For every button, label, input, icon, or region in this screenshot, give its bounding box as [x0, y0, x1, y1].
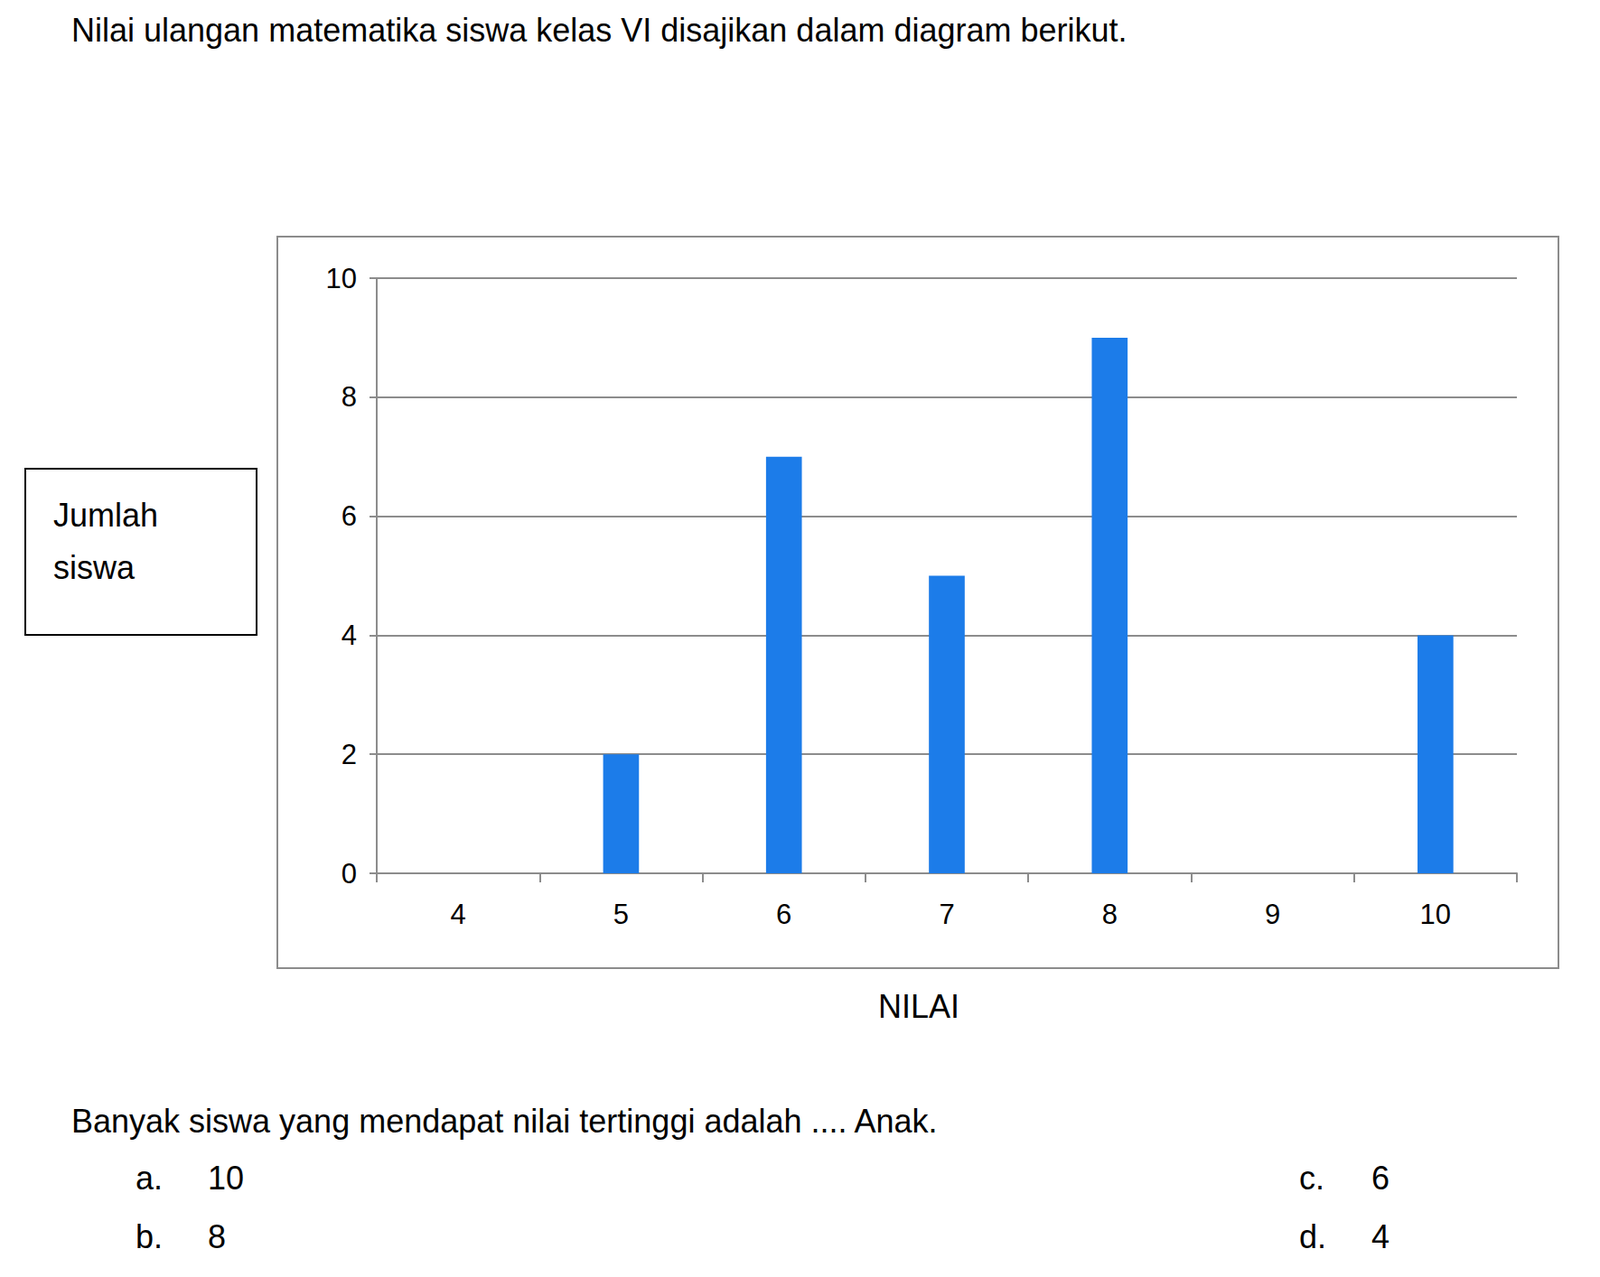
- html-text:4: 4: [1371, 1218, 1390, 1256]
- html-text:siswa: siswa: [53, 548, 135, 586]
- html-text:a.: a.: [135, 1160, 163, 1198]
- svg-text:8: 8: [1102, 898, 1118, 931]
- svg-text:8: 8: [341, 381, 357, 413]
- html-text:d.: d.: [1299, 1218, 1327, 1256]
- html-text:8: 8: [207, 1218, 226, 1256]
- html-text:b.: b.: [135, 1218, 163, 1256]
- svg-text:9: 9: [1264, 898, 1281, 931]
- svg-text:6: 6: [776, 898, 792, 931]
- svg-text:4: 4: [341, 619, 357, 652]
- html-text:Nilai ulangan matematika siswa: Nilai ulangan matematika siswa kelas VI …: [71, 11, 1128, 49]
- html-text:Banyak siswa yang mendapat nil: Banyak siswa yang mendapat nilai terting…: [71, 1103, 938, 1141]
- svg-text:10: 10: [1420, 898, 1451, 931]
- svg-text:7: 7: [938, 898, 955, 931]
- svg-text:10: 10: [326, 262, 357, 295]
- svg-text:6: 6: [341, 500, 357, 533]
- svg-text:2: 2: [341, 739, 357, 771]
- html-text:Jumlah: Jumlah: [53, 496, 159, 534]
- svg-text:4: 4: [450, 898, 467, 931]
- html-text:10: 10: [207, 1160, 244, 1198]
- html-text:c.: c.: [1299, 1160, 1325, 1198]
- html-text:NILAI: NILAI: [878, 988, 960, 1026]
- svg-text:5: 5: [613, 898, 629, 931]
- html-text:6: 6: [1371, 1160, 1390, 1198]
- svg-text:0: 0: [341, 858, 357, 890]
